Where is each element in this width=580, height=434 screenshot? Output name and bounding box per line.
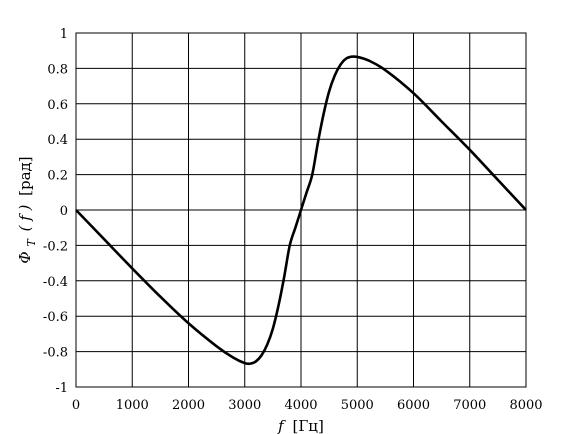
- x-tick-label: 7000: [453, 398, 486, 413]
- x-tick-label: 4000: [284, 398, 317, 413]
- x-axis-label: f [Гц]: [277, 417, 324, 434]
- x-tick-label: 2000: [172, 398, 205, 413]
- y-tick-label: -0.4: [43, 275, 68, 290]
- y-tick-label: 0.4: [47, 133, 68, 148]
- y-tick-label: -0.2: [43, 239, 68, 254]
- y-tick-label: 0.6: [47, 98, 68, 113]
- x-tick-label: 3000: [228, 398, 261, 413]
- x-tick-label: 8000: [509, 398, 542, 413]
- y-tick-label: 0.8: [47, 62, 68, 77]
- y-tick-label: 1: [60, 27, 68, 42]
- y-tick-label: -0.6: [43, 310, 68, 325]
- y-tick-label: -1: [55, 381, 68, 396]
- x-tick-label: 6000: [397, 398, 430, 413]
- y-tick-label: -0.8: [43, 346, 68, 361]
- x-tick-label: 1000: [116, 398, 149, 413]
- y-tick-label: 0: [60, 204, 68, 219]
- x-tick-label: 5000: [341, 398, 374, 413]
- phase-curve: [75, 55, 527, 366]
- x-axis-ticks: 0 1000 2000 3000 4000 5000 6000 7000 8000: [72, 398, 543, 413]
- y-axis-ticks: 1 0.8 0.6 0.4 0.2 0 -0.2 -0.4 -0.6 -0.8 -1: [43, 27, 68, 396]
- x-tick-label: 0: [72, 398, 80, 413]
- grid: [75, 32, 527, 388]
- y-axis-label: Φ T ( f ) [рад]: [16, 156, 39, 263]
- y-tick-label: 0.2: [47, 169, 68, 184]
